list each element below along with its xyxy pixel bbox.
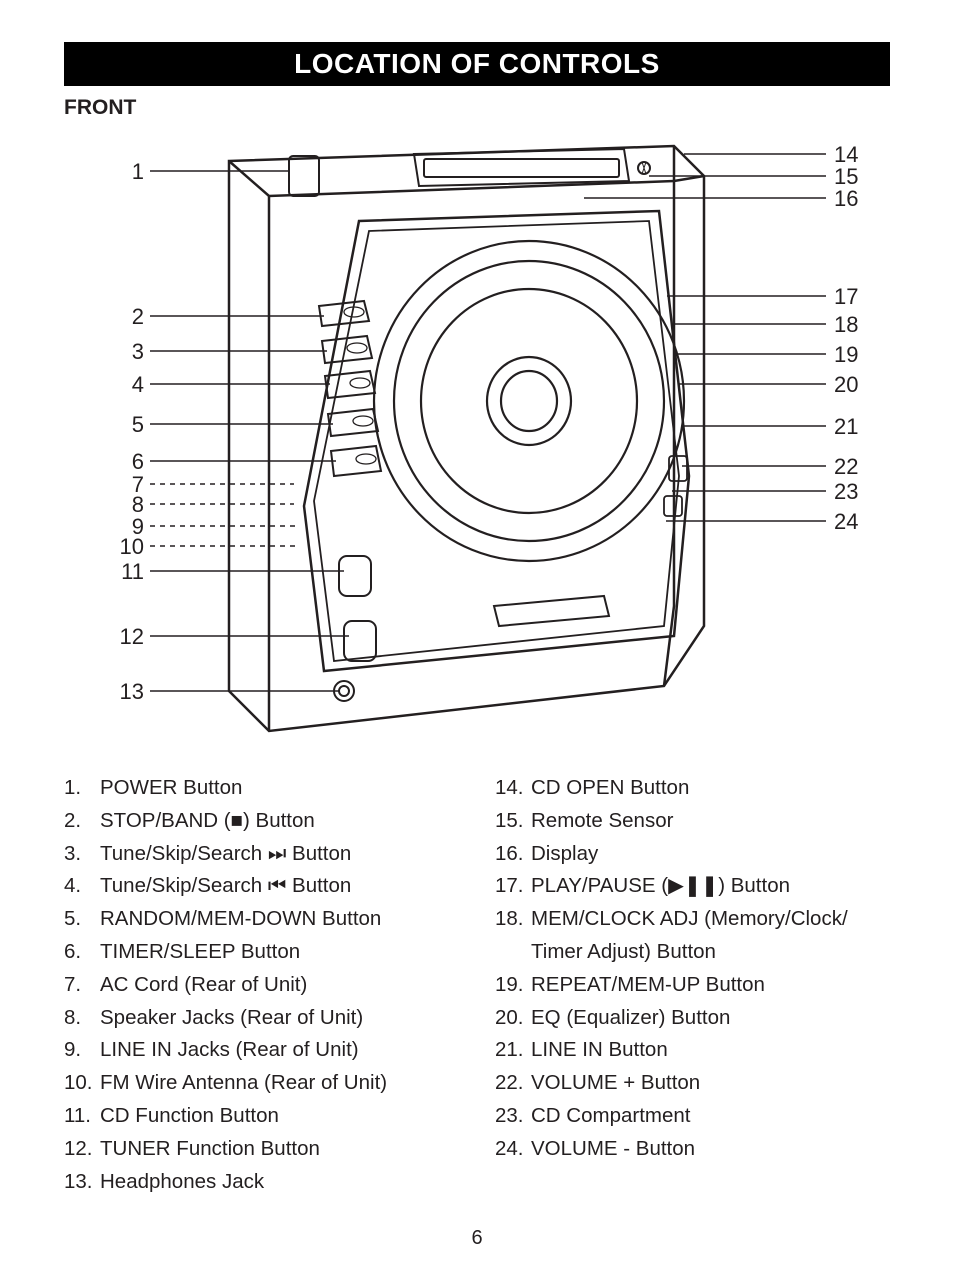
legend-item: 7.AC Cord (Rear of Unit) bbox=[64, 969, 459, 1002]
legend-item: 17.PLAY/PAUSE (▶❚❚) Button bbox=[495, 870, 890, 903]
legend-item: 13.Headphones Jack bbox=[64, 1166, 459, 1199]
legend-item-number: 12. bbox=[64, 1133, 100, 1166]
callout-16: 16 bbox=[834, 186, 858, 212]
legend-item-number: 5. bbox=[64, 903, 100, 936]
legend-item-text: LINE IN Button bbox=[531, 1034, 890, 1067]
legend-item-text: LINE IN Jacks (Rear of Unit) bbox=[100, 1034, 459, 1067]
legend-item: 11.CD Function Button bbox=[64, 1100, 459, 1133]
legend-item-number: 11. bbox=[64, 1100, 100, 1133]
legend-item: 24.VOLUME - Button bbox=[495, 1133, 890, 1166]
legend-item-number: 8. bbox=[64, 1002, 100, 1035]
callout-1: 1 bbox=[104, 159, 144, 185]
legend-item-number: 16. bbox=[495, 838, 531, 871]
legend-item-text: CD Function Button bbox=[100, 1100, 459, 1133]
legend-item-text: TUNER Function Button bbox=[100, 1133, 459, 1166]
legend-item: 1.POWER Button bbox=[64, 772, 459, 805]
legend-item-number: 22. bbox=[495, 1067, 531, 1100]
callout-2: 2 bbox=[104, 304, 144, 330]
legend-item-text: RANDOM/MEM-DOWN Button bbox=[100, 903, 459, 936]
controls-legend: 1.POWER Button2.STOP/BAND (■) Button3.Tu… bbox=[64, 772, 890, 1198]
legend-item: 12.TUNER Function Button bbox=[64, 1133, 459, 1166]
legend-item-text: EQ (Equalizer) Button bbox=[531, 1002, 890, 1035]
legend-item: 8.Speaker Jacks (Rear of Unit) bbox=[64, 1002, 459, 1035]
legend-item-number: 1. bbox=[64, 772, 100, 805]
legend-item: 21.LINE IN Button bbox=[495, 1034, 890, 1067]
legend-item: 2.STOP/BAND (■) Button bbox=[64, 805, 459, 838]
legend-item: 22.VOLUME + Button bbox=[495, 1067, 890, 1100]
callout-5: 5 bbox=[104, 412, 144, 438]
legend-item-text: REPEAT/MEM-UP Button bbox=[531, 969, 890, 1002]
legend-item-text: STOP/BAND (■) Button bbox=[100, 805, 459, 838]
legend-item: 14.CD OPEN Button bbox=[495, 772, 890, 805]
legend-item-number: 9. bbox=[64, 1034, 100, 1067]
legend-item-text: CD Compartment bbox=[531, 1100, 890, 1133]
legend-item-text: Headphones Jack bbox=[100, 1166, 459, 1199]
callout-3: 3 bbox=[104, 339, 144, 365]
legend-item-text: AC Cord (Rear of Unit) bbox=[100, 969, 459, 1002]
legend-item: 15.Remote Sensor bbox=[495, 805, 890, 838]
legend-item-number: 15. bbox=[495, 805, 531, 838]
legend-item-number: 24. bbox=[495, 1133, 531, 1166]
legend-item-text: POWER Button bbox=[100, 772, 459, 805]
page-number: 6 bbox=[0, 1227, 954, 1250]
legend-item: 19.REPEAT/MEM-UP Button bbox=[495, 969, 890, 1002]
callout-17: 17 bbox=[834, 284, 858, 310]
legend-item-text: VOLUME - Button bbox=[531, 1133, 890, 1166]
legend-item: 23.CD Compartment bbox=[495, 1100, 890, 1133]
legend-item: 10.FM Wire Antenna (Rear of Unit) bbox=[64, 1067, 459, 1100]
callout-12: 12 bbox=[104, 624, 144, 650]
legend-column-right: 14.CD OPEN Button15.Remote Sensor16.Disp… bbox=[495, 772, 890, 1198]
callout-13: 13 bbox=[104, 679, 144, 705]
view-label: FRONT bbox=[64, 96, 890, 120]
device-line-art bbox=[64, 126, 890, 766]
legend-column-left: 1.POWER Button2.STOP/BAND (■) Button3.Tu… bbox=[64, 772, 459, 1198]
legend-item: 20.EQ (Equalizer) Button bbox=[495, 1002, 890, 1035]
callout-20: 20 bbox=[834, 372, 858, 398]
legend-item-number: 4. bbox=[64, 870, 100, 903]
legend-item-text: Display bbox=[531, 838, 890, 871]
legend-item-number: 10. bbox=[64, 1067, 100, 1100]
legend-item-text: Speaker Jacks (Rear of Unit) bbox=[100, 1002, 459, 1035]
legend-item: 3.Tune/Skip/Search ⏭ Button bbox=[64, 838, 459, 871]
legend-item: 16.Display bbox=[495, 838, 890, 871]
legend-item-text: MEM/CLOCK ADJ (Memory/Clock/ Timer Adjus… bbox=[531, 903, 890, 969]
legend-item-number: 6. bbox=[64, 936, 100, 969]
legend-item-text: Remote Sensor bbox=[531, 805, 890, 838]
legend-item-number: 17. bbox=[495, 870, 531, 903]
legend-item-number: 18. bbox=[495, 903, 531, 969]
callout-10: 10 bbox=[104, 534, 144, 560]
callout-23: 23 bbox=[834, 479, 858, 505]
callout-19: 19 bbox=[834, 342, 858, 368]
legend-item-number: 14. bbox=[495, 772, 531, 805]
legend-item-text: PLAY/PAUSE (▶❚❚) Button bbox=[531, 870, 890, 903]
callout-4: 4 bbox=[104, 372, 144, 398]
legend-item: 6.TIMER/SLEEP Button bbox=[64, 936, 459, 969]
legend-item-number: 23. bbox=[495, 1100, 531, 1133]
legend-item-text: TIMER/SLEEP Button bbox=[100, 936, 459, 969]
legend-item-text: FM Wire Antenna (Rear of Unit) bbox=[100, 1067, 459, 1100]
callout-22: 22 bbox=[834, 454, 858, 480]
callout-24: 24 bbox=[834, 509, 858, 535]
legend-item: 18.MEM/CLOCK ADJ (Memory/Clock/ Timer Ad… bbox=[495, 903, 890, 969]
legend-item-text: VOLUME + Button bbox=[531, 1067, 890, 1100]
callout-11: 11 bbox=[104, 559, 144, 585]
legend-item-number: 7. bbox=[64, 969, 100, 1002]
legend-item-number: 19. bbox=[495, 969, 531, 1002]
section-header: LOCATION OF CONTROLS bbox=[64, 42, 890, 86]
callout-21: 21 bbox=[834, 414, 858, 440]
legend-item-text: Tune/Skip/Search ⏭ Button bbox=[100, 838, 459, 871]
legend-item: 5.RANDOM/MEM-DOWN Button bbox=[64, 903, 459, 936]
legend-item-text: Tune/Skip/Search ⏮ Button bbox=[100, 870, 459, 903]
controls-diagram: 12345678910111213 1415161718192021222324 bbox=[64, 126, 890, 766]
legend-item-number: 2. bbox=[64, 805, 100, 838]
legend-item: 4.Tune/Skip/Search ⏮ Button bbox=[64, 870, 459, 903]
legend-item-number: 21. bbox=[495, 1034, 531, 1067]
legend-item: 9.LINE IN Jacks (Rear of Unit) bbox=[64, 1034, 459, 1067]
legend-item-text: CD OPEN Button bbox=[531, 772, 890, 805]
legend-item-number: 3. bbox=[64, 838, 100, 871]
legend-item-number: 20. bbox=[495, 1002, 531, 1035]
legend-item-number: 13. bbox=[64, 1166, 100, 1199]
callout-18: 18 bbox=[834, 312, 858, 338]
